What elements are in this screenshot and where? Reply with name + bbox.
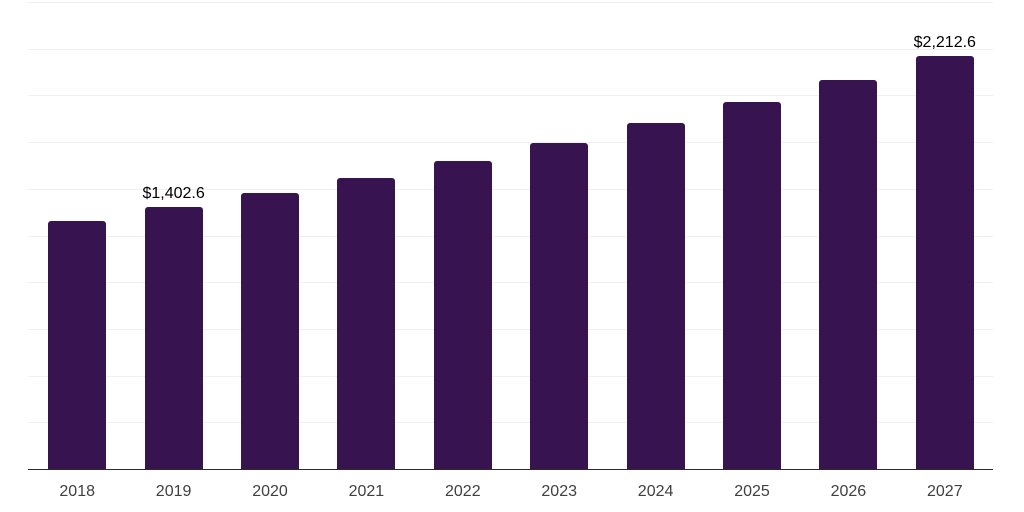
bar-2019 [144,206,203,469]
x-tick-label-2019: 2019 [155,483,192,500]
gridline [28,235,993,237]
bar-2022 [433,161,492,469]
x-tick-label-2025: 2025 [734,483,770,500]
bar-2023 [530,142,589,469]
gridline [28,2,993,3]
gridline [28,142,993,144]
x-tick-label-2024: 2024 [637,483,674,500]
gridline [28,48,993,50]
data-label-2019: $1,402.6 [142,184,205,202]
x-tick-label-2021: 2021 [348,483,385,500]
x-axis-line [28,469,993,470]
data-label-2027: $2,212.6 [913,33,976,51]
bar-2018 [48,220,107,469]
bar-2021 [337,178,396,469]
bar-2024 [626,122,685,469]
bar-2020 [241,193,299,469]
gridline [28,188,993,190]
gridline [28,375,993,377]
x-tick-label-2022: 2022 [445,483,481,500]
gridline [28,422,993,424]
x-tick-label-2018: 2018 [59,483,95,500]
gridline [28,95,993,97]
bar-2026 [819,79,878,469]
bar-2027 [915,55,974,469]
gridline [28,328,993,330]
x-tick-label-2027: 2027 [927,483,963,500]
x-tick-label-2023: 2023 [541,483,577,500]
gridline [28,282,993,284]
x-tick-label-2020: 2020 [252,483,288,500]
bar-2025 [723,101,781,469]
x-tick-label-2026: 2026 [830,483,867,500]
